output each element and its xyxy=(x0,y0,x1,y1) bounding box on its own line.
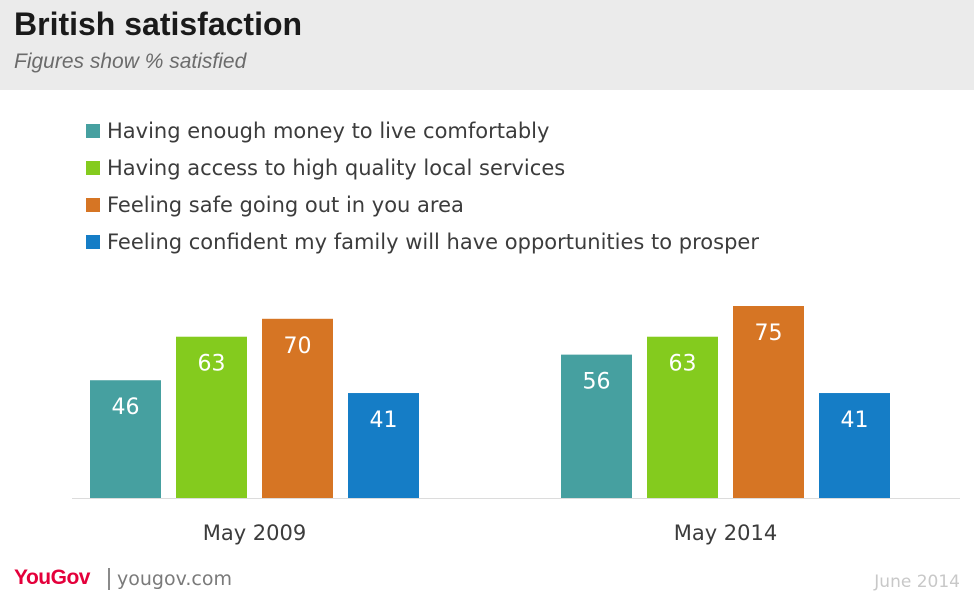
x-tick-label-1: May 2009 xyxy=(203,521,307,545)
bar-safety-1 xyxy=(262,318,333,498)
chart-header: British satisfaction Figures show % sati… xyxy=(0,0,974,90)
chart-title: British satisfaction xyxy=(14,6,303,42)
bar-prosper-1 xyxy=(348,393,419,498)
legend-swatch-services xyxy=(86,160,100,175)
legend-label-money: Having enough money to live comfortably xyxy=(107,118,550,143)
legend-swatch-money xyxy=(86,123,100,138)
legend-label-safety: Feeling safe going out in you area xyxy=(107,192,464,217)
bar-money-2 xyxy=(561,354,632,498)
legend-label-prosper: Feeling confident my family will have op… xyxy=(107,229,759,254)
chart-subtitle: Figures show % satisfied xyxy=(14,50,247,73)
data-label-safety-2: 75 xyxy=(755,321,783,346)
data-label-prosper-2: 41 xyxy=(841,408,869,433)
bar-services-1 xyxy=(176,336,247,498)
yougov-logo: YouGov xyxy=(14,566,90,589)
data-label-prosper-1: 41 xyxy=(370,408,398,433)
legend-swatch-prosper xyxy=(86,234,100,249)
footer-url: yougov.com xyxy=(117,568,232,590)
legend-label-services: Having access to high quality local serv… xyxy=(107,155,566,180)
legend-item-prosper: Feeling confident my family will have op… xyxy=(86,223,759,260)
data-label-services-1: 63 xyxy=(198,352,226,377)
chart-legend: Having enough money to live comfortably … xyxy=(86,112,759,260)
bar-safety-2 xyxy=(733,306,804,498)
legend-swatch-safety xyxy=(86,197,100,212)
bar-prosper-2 xyxy=(819,393,890,498)
data-label-money-2: 56 xyxy=(583,370,611,395)
legend-item-services: Having access to high quality local serv… xyxy=(86,149,759,186)
x-tick-label-2: May 2014 xyxy=(674,521,778,545)
data-label-money-1: 46 xyxy=(112,395,140,420)
footer-divider xyxy=(108,568,110,590)
bar-money-1 xyxy=(90,380,161,498)
bar-services-2 xyxy=(647,336,718,498)
data-label-safety-1: 70 xyxy=(284,334,312,359)
legend-item-safety: Feeling safe going out in you area xyxy=(86,186,759,223)
data-label-services-2: 63 xyxy=(669,352,697,377)
legend-item-money: Having enough money to live comfortably xyxy=(86,112,759,149)
footer-date: June 2014 xyxy=(874,572,960,592)
